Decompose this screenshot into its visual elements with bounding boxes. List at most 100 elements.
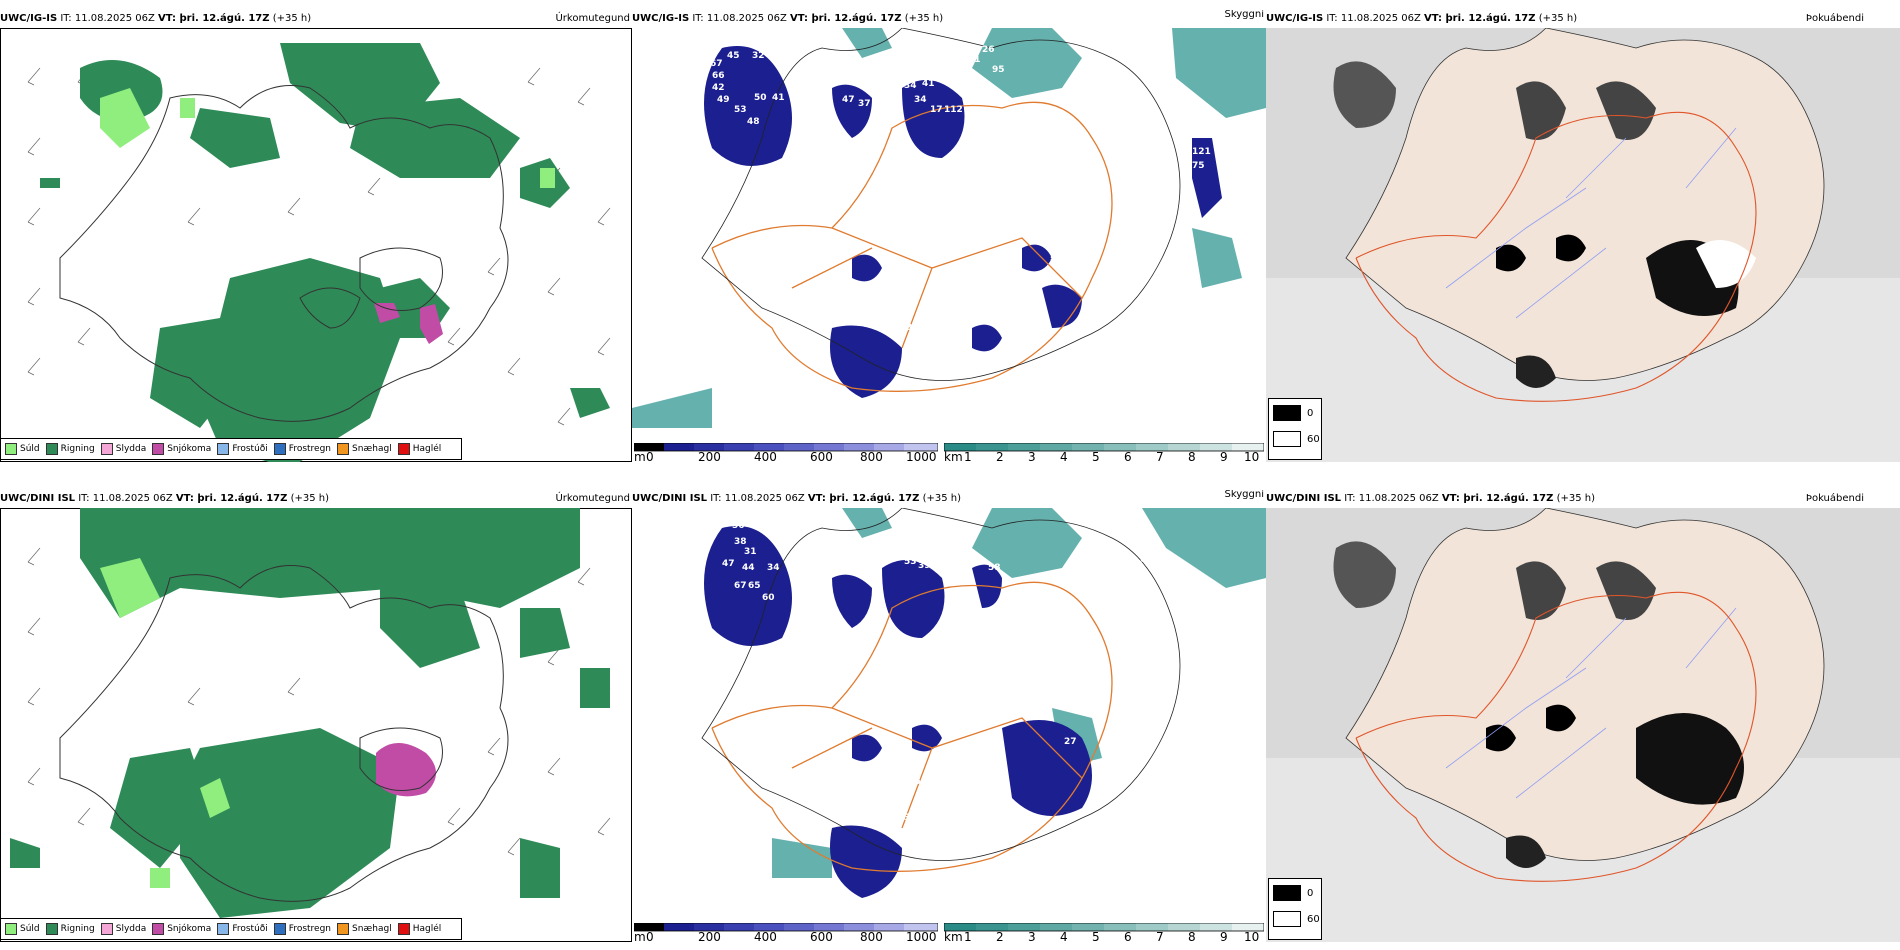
init-time: IT: 11.08.2025 06Z (689, 13, 791, 24)
legend-label: Snæhagl (352, 924, 392, 934)
vis-scale-km-tick: 1 (964, 930, 972, 942)
precip-map (0, 508, 632, 942)
vis-scale-m-unit: m (634, 930, 646, 942)
fog-swatch (1273, 911, 1301, 927)
coastline (59, 85, 509, 422)
visibility-value-label: 44 (742, 563, 755, 573)
vis-scale-km-tick: 4 (1060, 450, 1068, 462)
visibility-value-label: 71 (880, 273, 893, 283)
visibility-value-label: 137 (996, 135, 1015, 145)
visibility-value-label: 37 (858, 99, 871, 109)
visibility-value-label: 31 (744, 547, 757, 557)
visibility-value-label: 60 (892, 549, 905, 559)
legend-item-snow: Snjókoma (152, 443, 211, 455)
vis-scale-km-tick: 8 (1188, 450, 1196, 462)
visibility-value-label: 75 (1192, 161, 1205, 171)
precip-type-panel-dini: UWC/DINI ISL IT: 11.08.2025 06Z VT: þri.… (0, 490, 632, 942)
visibility-value-label: 31 (904, 813, 917, 823)
legend-label: Haglél (412, 444, 442, 454)
lead-time: (+35 h) (269, 13, 312, 24)
visibility-value-label: 41 (772, 93, 785, 103)
fog-map (1266, 28, 1900, 462)
visibility-value-label: 477 (1092, 549, 1111, 559)
visibility-value-label: 54 (740, 39, 753, 49)
legend-label: Snjókoma (167, 444, 212, 454)
visibility-value-label: 782 (1096, 587, 1115, 597)
sleet-swatch (100, 443, 113, 455)
visibility-value-label: 121 (1192, 147, 1211, 157)
model-name: UWC/DINI ISL (632, 493, 708, 504)
legend-label: Frostregn (288, 444, 332, 454)
visibility-value-label: 12 (1032, 197, 1045, 207)
legend-label: Súld (20, 444, 40, 454)
visibility-value-label: 106 (902, 777, 921, 787)
valid-time: VT: þri. 12.ágú. 17Z (1441, 493, 1554, 504)
panel-title: Skyggni (1224, 10, 1264, 20)
visibility-value-label: 65 (748, 581, 761, 591)
legend-item-snow-pellets: Snæhagl (337, 923, 392, 935)
visibility-value-label: 51 (844, 563, 857, 573)
fog-legend: 0 60 (1268, 878, 1322, 940)
hail-swatch (397, 443, 410, 455)
panel-header: UWC/DINI ISL IT: 11.08.2025 06Z VT: þri.… (0, 490, 329, 508)
fog-legend-row: 0 (1273, 885, 1313, 901)
legend-item-rain: Rigning (45, 923, 95, 935)
visibility-value-label: 77 (1040, 705, 1053, 715)
legend-label: Súld (20, 924, 40, 934)
visibility-value-label: 45 (727, 51, 740, 61)
vis-scale-km-tick: 2 (996, 930, 1004, 942)
fog-index-panel-igis: UWC/IG-IS IT: 11.08.2025 06Z VT: þri. 12… (1266, 10, 1900, 462)
vis-scale-m-unit: m (634, 450, 646, 462)
visibility-value-label: 64 (1140, 555, 1153, 565)
vis-scale-m-tick: 400 (754, 450, 777, 462)
vis-scale-m: m 0 200 400 600 800 1000 (633, 442, 939, 462)
fog-swatch (1273, 885, 1301, 901)
rain-swatch (45, 923, 58, 935)
vis-scale-m-tick: 0 (646, 930, 654, 942)
legend-label: Snjókoma (167, 924, 212, 934)
snow-areas (376, 743, 436, 797)
visibility-value-label: 112 (944, 105, 963, 115)
legend-label: Frostregn (288, 924, 332, 934)
visibility-value-label: 53 (904, 557, 917, 567)
fog-swatch (1273, 431, 1301, 447)
visibility-value-label: 46 (886, 111, 899, 121)
legend-label: Frostúði (232, 924, 268, 934)
low-visibility-m (704, 526, 1092, 898)
visibility-value-label: 53 (734, 105, 747, 115)
model-name: UWC/DINI ISL (1266, 493, 1342, 504)
visibility-value-label: 47 (842, 95, 855, 105)
freezing-drizzle-swatch (217, 443, 230, 455)
visibility-value-label: 28 (1068, 267, 1081, 277)
init-time: IT: 11.08.2025 06Z (1341, 493, 1442, 504)
visibility-value-label: 54 (727, 39, 740, 49)
precip-legend: Súld Rigning Slydda Snjókoma Frostúði Fr… (0, 438, 462, 460)
visibility-value-label: 27 (1064, 737, 1077, 747)
valid-time: VT: þri. 12.ágú. 17Z (807, 493, 920, 504)
vis-scale-m-tick: 200 (698, 930, 721, 942)
visibility-value-label: 54 (922, 245, 935, 255)
visibility-value-label: 180 (752, 279, 771, 289)
model-name: UWC/IG-IS (0, 13, 58, 24)
coastline (701, 28, 1181, 381)
visibility-value-label: 40 (882, 99, 895, 109)
vis-scale-km: km 1 2 3 4 5 6 7 8 9 10 (943, 442, 1265, 462)
visibility-value-label: 32 (752, 51, 765, 61)
roads (711, 101, 1113, 392)
vis-scale-km-bar (943, 442, 1265, 452)
visibility-value-label: 101 (822, 715, 841, 725)
freezing-drizzle-swatch (217, 923, 230, 935)
fog-legend-label: 0 (1307, 407, 1314, 419)
panel-header: UWC/DINI ISL IT: 11.08.2025 06Z VT: þri.… (632, 490, 961, 508)
vis-scale-km-tick: 7 (1156, 930, 1164, 942)
visibility-value-label: 34 (914, 95, 927, 105)
vis-scale-km-tick: 3 (1028, 930, 1036, 942)
init-time: IT: 11.08.2025 06Z (1323, 13, 1425, 24)
visibility-value-label: 45 (770, 745, 783, 755)
visibility-value-label: 58 (756, 175, 769, 185)
rivers (1445, 127, 1737, 319)
roads (1355, 111, 1757, 402)
legend-label: Rigning (60, 924, 95, 934)
panel-title: Þokuábendi (1805, 13, 1864, 24)
fog-legend-label: 0 (1307, 887, 1314, 899)
